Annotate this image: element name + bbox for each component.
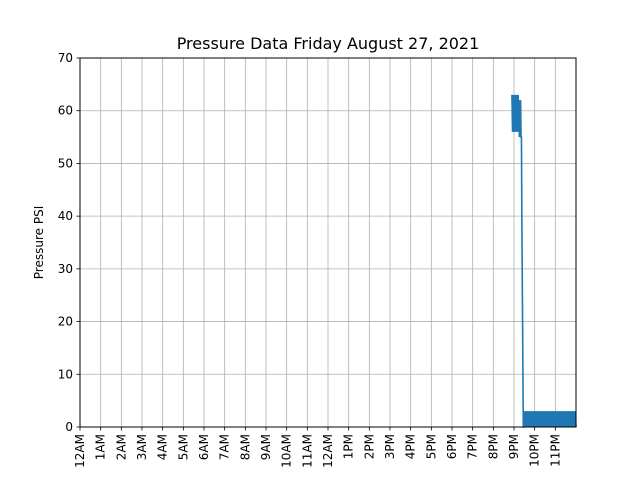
series-line xyxy=(511,94,577,428)
y-tick-label: 10 xyxy=(58,367,73,381)
axis-ticks: 12AM 1AM 2AM 3AM 4AM 5AM 6AM 7AM 8AM 9AM 10AM 11AM 1… xyxy=(58,51,563,468)
y-axis-label: Pressure PSI xyxy=(32,206,46,279)
y-tick-label: 20 xyxy=(58,315,73,329)
x-tick-label: 4AM xyxy=(156,434,170,460)
x-tick-label: 12AM xyxy=(321,434,335,468)
x-tick-label: 2AM xyxy=(114,434,128,460)
x-tick-label: 10PM xyxy=(528,434,542,467)
data-series xyxy=(511,94,577,428)
y-tick-label: 30 xyxy=(58,262,73,276)
x-tick-label: 11PM xyxy=(548,434,562,467)
y-tick-label: 0 xyxy=(65,420,73,434)
x-tick-label: 12AM xyxy=(73,434,87,468)
chart-title: Pressure Data Friday August 27, 2021 xyxy=(177,34,480,53)
x-tick-label: 6PM xyxy=(445,434,459,459)
x-tick-label: 11AM xyxy=(300,434,314,468)
y-tick-label: 50 xyxy=(58,156,73,170)
y-tick-label: 60 xyxy=(58,104,73,118)
x-tick-label: 7PM xyxy=(466,434,480,459)
x-tick-label: 3PM xyxy=(383,434,397,459)
y-tick-label: 70 xyxy=(58,51,73,65)
x-tick-label: 9PM xyxy=(507,434,521,459)
x-tick-label: 5PM xyxy=(424,434,438,459)
x-tick-label: 6AM xyxy=(197,434,211,460)
x-tick-label: 8PM xyxy=(486,434,500,459)
x-tick-label: 2PM xyxy=(362,434,376,459)
x-tick-label: 3AM xyxy=(135,434,149,460)
x-tick-label: 7AM xyxy=(218,434,232,460)
x-tick-label: 9AM xyxy=(259,434,273,460)
x-tick-label: 10AM xyxy=(280,434,294,468)
x-tick-label: 4PM xyxy=(404,434,418,459)
x-tick-label: 8AM xyxy=(238,434,252,460)
y-tick-label: 40 xyxy=(58,209,73,223)
x-tick-label: 1AM xyxy=(94,434,108,460)
x-tick-label: 1PM xyxy=(342,434,356,459)
x-tick-label: 5AM xyxy=(176,434,190,460)
